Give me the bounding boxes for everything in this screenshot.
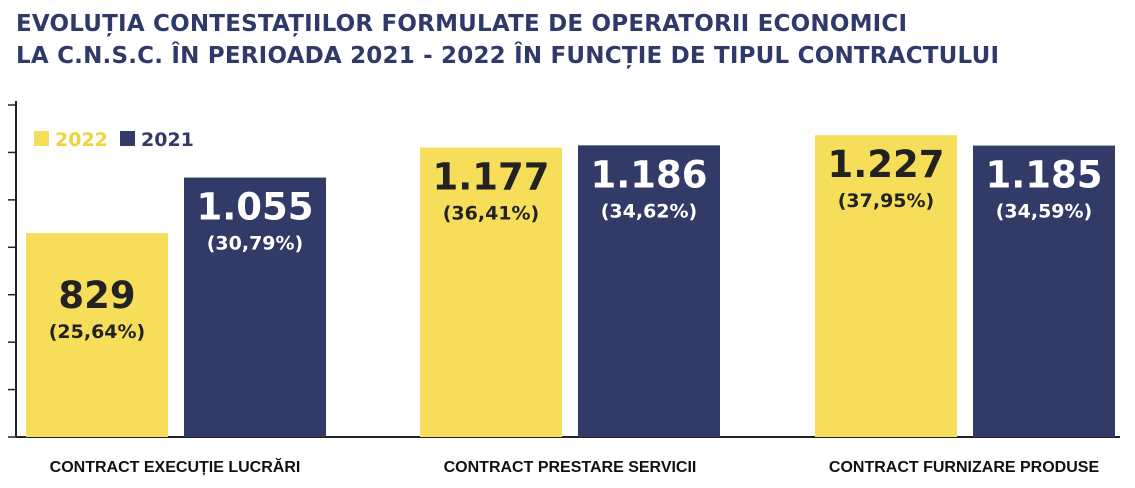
percent-label-2022-1: (25,64%)	[49, 321, 146, 343]
bar-2021-3	[973, 145, 1115, 438]
legend-swatch-2021	[120, 131, 135, 146]
category-label-3: CONTRACT FURNIZARE PRODUSE	[829, 459, 1100, 476]
legend-label-2021: 2021	[141, 129, 194, 151]
bar-2022-1	[26, 233, 168, 437]
percent-label-2021-1: (30,79%)	[207, 233, 304, 255]
percent-label-2021-3: (34,59%)	[996, 201, 1093, 223]
category-label-1: CONTRACT EXECUȚIE LUCRĂRI	[50, 457, 301, 476]
percent-label-2022-3: (37,95%)	[838, 190, 935, 212]
chart-title-line-2: LA C.N.S.C. ÎN PERIOADA 2021 - 2022 ÎN F…	[16, 43, 1000, 69]
value-label-2021-1: 1.055	[196, 186, 313, 229]
percent-label-2021-2: (34,62%)	[601, 200, 698, 222]
chart-title: EVOLUȚIA CONTESTAȚIILOR FORMULATE DE OPE…	[16, 8, 999, 72]
chart-title-line-1: EVOLUȚIA CONTESTAȚIILOR FORMULATE DE OPE…	[16, 11, 908, 37]
legend-label-2022: 2022	[55, 129, 108, 151]
value-label-2022-3: 1.227	[827, 143, 944, 186]
bar-2022-2	[420, 147, 562, 438]
value-label-2021-2: 1.186	[590, 153, 707, 196]
percent-label-2022-2: (36,41%)	[443, 203, 540, 225]
legend-swatch-2022	[34, 131, 49, 146]
category-label-2: CONTRACT PRESTARE SERVICII	[444, 459, 697, 476]
bar-2021-1	[184, 177, 326, 437]
bar-2021-2	[578, 145, 720, 437]
value-label-2022-2: 1.177	[432, 156, 549, 199]
value-label-2021-3: 1.185	[985, 154, 1102, 197]
value-label-2022-1: 829	[58, 274, 135, 317]
bar-2022-3	[815, 135, 957, 437]
